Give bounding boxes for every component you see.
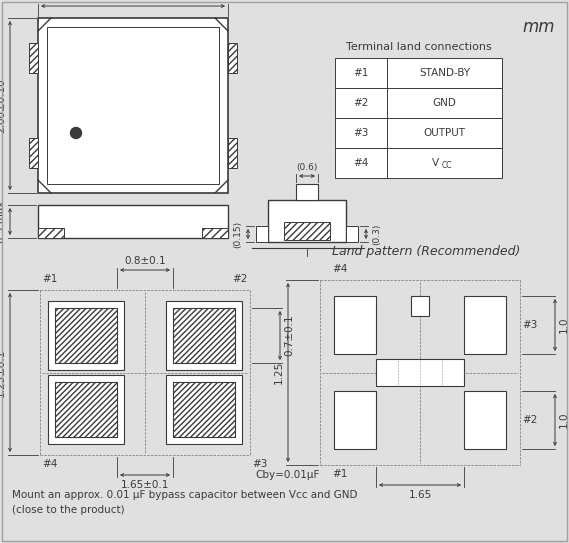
Bar bbox=[376, 359, 464, 386]
Bar bbox=[335, 118, 387, 148]
Text: CC: CC bbox=[442, 161, 452, 169]
Text: STAND-BY: STAND-BY bbox=[419, 68, 470, 78]
Text: Mount an approx. 0.01 μF bypass capacitor between Vcc and GND: Mount an approx. 0.01 μF bypass capacito… bbox=[12, 490, 357, 500]
Bar bbox=[48, 301, 124, 370]
Text: mm: mm bbox=[522, 18, 555, 36]
Text: 2.00±0.10: 2.00±0.10 bbox=[0, 78, 6, 133]
Bar bbox=[173, 382, 235, 437]
Bar bbox=[335, 58, 387, 88]
Bar bbox=[228, 138, 237, 168]
Bar bbox=[464, 296, 506, 354]
Text: 1.65±0.1: 1.65±0.1 bbox=[121, 480, 169, 490]
Bar bbox=[29, 43, 38, 73]
Text: #1: #1 bbox=[353, 68, 369, 78]
Text: (close to the product): (close to the product) bbox=[12, 505, 125, 515]
Bar bbox=[334, 391, 376, 449]
Bar bbox=[29, 138, 38, 168]
Text: #2: #2 bbox=[522, 415, 537, 425]
Text: (0.15): (0.15) bbox=[233, 220, 242, 248]
Bar bbox=[256, 226, 268, 242]
Bar bbox=[335, 148, 387, 178]
Text: #2: #2 bbox=[233, 274, 248, 284]
Bar bbox=[387, 118, 502, 148]
Bar bbox=[387, 58, 502, 88]
Text: 2.50±0.10: 2.50±0.10 bbox=[106, 0, 160, 2]
Bar bbox=[464, 391, 506, 449]
Bar bbox=[48, 375, 124, 444]
Bar bbox=[387, 88, 502, 118]
Bar bbox=[411, 296, 429, 316]
Text: #4: #4 bbox=[353, 158, 369, 168]
Text: 1.25±0.1: 1.25±0.1 bbox=[0, 348, 6, 397]
Text: 0.8±0.1: 0.8±0.1 bbox=[124, 256, 166, 266]
Text: 1.0: 1.0 bbox=[559, 317, 569, 333]
Bar bbox=[38, 205, 228, 238]
Bar bbox=[387, 148, 502, 178]
Text: (0.3): (0.3) bbox=[372, 223, 381, 245]
Bar bbox=[296, 184, 318, 200]
Bar bbox=[38, 18, 228, 193]
Bar bbox=[47, 27, 219, 184]
Bar bbox=[55, 382, 117, 437]
Text: #2: #2 bbox=[353, 98, 369, 108]
Text: #1: #1 bbox=[332, 469, 348, 479]
Text: 1.25: 1.25 bbox=[274, 361, 284, 384]
Text: Cby=0.01μF: Cby=0.01μF bbox=[255, 470, 319, 480]
Bar bbox=[166, 301, 242, 370]
Bar bbox=[334, 296, 376, 354]
Bar bbox=[268, 200, 346, 242]
Text: 0.7±0.1: 0.7±0.1 bbox=[284, 315, 294, 356]
Text: Land pattern (Recommended): Land pattern (Recommended) bbox=[332, 245, 520, 258]
Bar bbox=[55, 308, 117, 363]
Bar bbox=[228, 43, 237, 73]
Bar bbox=[202, 228, 228, 238]
Text: #3: #3 bbox=[252, 459, 267, 469]
Bar bbox=[335, 88, 387, 118]
Bar bbox=[284, 222, 330, 240]
Bar bbox=[166, 375, 242, 444]
Text: V: V bbox=[432, 158, 439, 168]
Text: #1: #1 bbox=[42, 274, 57, 284]
Text: 1.65: 1.65 bbox=[409, 490, 432, 500]
Text: 0.9 max: 0.9 max bbox=[0, 200, 6, 243]
Text: #3: #3 bbox=[353, 128, 369, 138]
Bar bbox=[173, 308, 235, 363]
Text: 1.0: 1.0 bbox=[559, 412, 569, 428]
Text: #4: #4 bbox=[332, 264, 348, 274]
Text: #4: #4 bbox=[42, 459, 57, 469]
Bar bbox=[346, 226, 358, 242]
Circle shape bbox=[71, 128, 81, 138]
Text: OUTPUT: OUTPUT bbox=[423, 128, 465, 138]
Text: #3: #3 bbox=[522, 320, 537, 330]
Text: Terminal land connections: Terminal land connections bbox=[345, 42, 492, 52]
Bar bbox=[38, 228, 64, 238]
Text: GND: GND bbox=[432, 98, 456, 108]
Text: (0.6): (0.6) bbox=[296, 163, 318, 172]
